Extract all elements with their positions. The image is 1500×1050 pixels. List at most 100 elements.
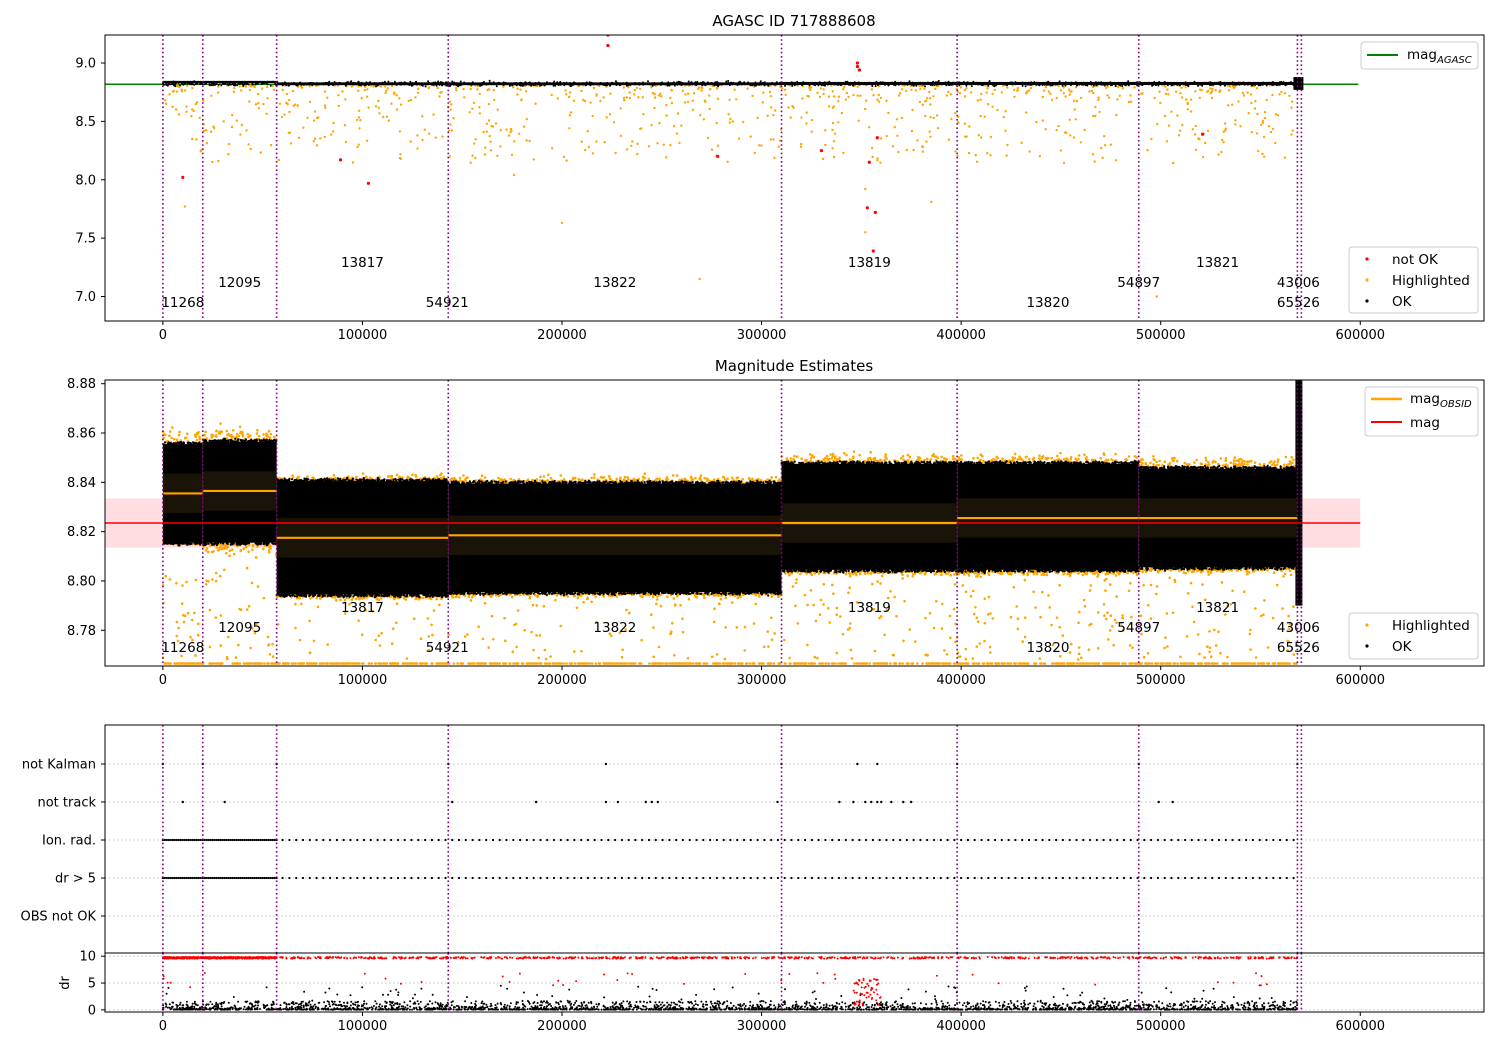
magnitude-legend-bottom-box [1348, 612, 1479, 660]
ok-points-band [781, 81, 1298, 85]
agasc-xtick-label: 500000 [1136, 328, 1186, 343]
agasc-plot-area: 11268 12095 13817 54921 13822 13819 13820 54897… [75, 35, 1385, 343]
agasc-xtick-label: 200000 [537, 328, 587, 343]
legend-ok-marker [1365, 299, 1369, 303]
agasc-legend-top-box [1360, 41, 1479, 70]
legend2-highlighted-marker [1365, 623, 1369, 627]
obsid-label: 12095 [218, 620, 261, 636]
magnitude-ytick-label: 8.86 [67, 427, 96, 442]
magnitude-legend-top: magOBSID mag [1364, 386, 1479, 437]
flags-plot-area: not Kalman not track Ion. rad. dr > 5 OBS no… [21, 725, 1484, 953]
agasc-legend-bottom: not OK Highlighted OK [1348, 246, 1479, 314]
legend2-ok-label: OK [1392, 639, 1413, 655]
obsid-label: 13817 [341, 600, 384, 616]
magnitude-ytick-label: 8.88 [67, 377, 96, 392]
flags-panel: not Kalman not track Ion. rad. dr > 5 OBS no… [21, 724, 1485, 954]
agasc-legend-bottom-box [1348, 246, 1479, 314]
highlighted-points [163, 84, 1298, 298]
obsid-label: 54921 [426, 295, 469, 311]
obsid-label: 65526 [1277, 640, 1320, 656]
magnitude-xtick-label: 200000 [537, 673, 587, 688]
dr-not-ok-points [162, 956, 1298, 1007]
obsid-label: 13820 [1026, 640, 1069, 656]
dr-xtick-label: 200000 [537, 1019, 587, 1034]
flag-label: OBS not OK [21, 910, 97, 925]
magnitude-data-layer [105, 380, 1361, 666]
magnitude-ytick-label: 8.80 [67, 574, 96, 589]
agasc-legend-label: magAGASC [1407, 47, 1472, 66]
obsid-label: 13821 [1196, 600, 1239, 616]
legend2-highlighted-label: Highlighted [1392, 618, 1470, 634]
flag-label: Ion. rad. [42, 834, 96, 849]
dr-ytick-label: 0 [88, 1003, 96, 1018]
flag-label: not Kalman [22, 758, 96, 773]
legend-not-ok-label: not OK [1392, 252, 1439, 268]
agasc-xtick-label: 0 [159, 328, 167, 343]
agasc-ytick-label: 8.0 [75, 173, 96, 188]
dr-xtick-label: 400000 [936, 1019, 986, 1034]
not-ok-points [181, 35, 1205, 253]
obsid-label: 13817 [341, 255, 384, 271]
ok-points-end-cluster [1295, 380, 1303, 606]
obsid-label: 54897 [1117, 620, 1160, 636]
dr-xtick-label: 0 [159, 1019, 167, 1034]
dr-ylabel: dr [58, 976, 73, 990]
obsid-label: 11268 [161, 295, 204, 311]
dr-plot-area: 0 100000 200000 300000 400000 500000 600000 0 5 1… [79, 950, 1484, 1034]
ok-points-band [448, 483, 782, 593]
magnitude-xtick-label: 100000 [338, 673, 388, 688]
magnitude-ytick-label: 8.84 [67, 476, 96, 491]
magnitude-ytick-label: 8.78 [67, 624, 96, 639]
agasc-xtick-label: 400000 [936, 328, 986, 343]
legend2-ok-marker [1365, 644, 1369, 648]
ok-points-band [202, 441, 277, 543]
magnitude-panel: Magnitude Estimates 11268 12095 13817 54921… [67, 357, 1485, 688]
magnitude-xtick-label: 600000 [1335, 673, 1385, 688]
agasc-xtick-label: 100000 [338, 328, 388, 343]
magnitude-ytick-label: 8.82 [67, 525, 96, 540]
dr-xtick-label: 300000 [737, 1019, 787, 1034]
magnitude-panel-title: Magnitude Estimates [715, 357, 873, 375]
agasc-xtick-label: 600000 [1335, 328, 1385, 343]
magnitude-xtick-label: 300000 [737, 673, 787, 688]
agasc-legend-top: magAGASC [1360, 41, 1479, 70]
magnitude-panel-frame [104, 379, 1485, 667]
ok-points-end-cluster [1293, 77, 1304, 90]
magnitude-legend-bottom: Highlighted OK [1348, 612, 1479, 660]
obsid-label: 13822 [593, 275, 636, 291]
agasc-data-layer [105, 35, 1359, 321]
mag-legend-label: mag [1410, 415, 1440, 431]
obsid-label: 43006 [1277, 620, 1320, 636]
obsid-label: 65526 [1277, 295, 1320, 311]
legend-highlighted-label: Highlighted [1392, 273, 1470, 289]
obsid-label: 13821 [1196, 255, 1239, 271]
obsid-label: 43006 [1277, 275, 1320, 291]
ok-points-edge [162, 437, 1299, 599]
dr-data-layer [105, 953, 1484, 1012]
magnitude-xtick-label: 400000 [936, 673, 986, 688]
dr-xtick-label: 100000 [338, 1019, 388, 1034]
agasc-ytick-label: 7.0 [75, 290, 96, 305]
dr-panel-frame [104, 952, 1485, 1013]
dr-xtick-label: 500000 [1136, 1019, 1186, 1034]
magnitude-xtick-label: 0 [159, 673, 167, 688]
flag-label: not track [37, 796, 96, 811]
mag-obsid-legend-label: magOBSID [1410, 391, 1472, 410]
agasc-ytick-label: 7.5 [75, 232, 96, 247]
magnitude-xtick-label: 500000 [1136, 673, 1186, 688]
dr-ok-points [162, 984, 1299, 1011]
obsid-label: 13819 [848, 600, 891, 616]
flag-label: dr > 5 [55, 872, 96, 887]
obsid-label: 13819 [848, 255, 891, 271]
ok-points-band [162, 80, 203, 83]
agasc-ytick-label: 9.0 [75, 57, 96, 72]
dr-ytick-label: 10 [79, 950, 96, 965]
legend-not-ok-marker [1365, 257, 1369, 261]
dr-xtick-label: 600000 [1335, 1019, 1385, 1034]
agasc-panel: AGASC ID 717888608 112681209513817549211… [75, 12, 1485, 343]
obsid-label: 12095 [218, 275, 261, 291]
obsid-label: 13820 [1026, 295, 1069, 311]
legend-ok-label: OK [1392, 294, 1413, 310]
dr-ytick-label: 5 [88, 977, 96, 992]
obsid-label: 11268 [161, 640, 204, 656]
